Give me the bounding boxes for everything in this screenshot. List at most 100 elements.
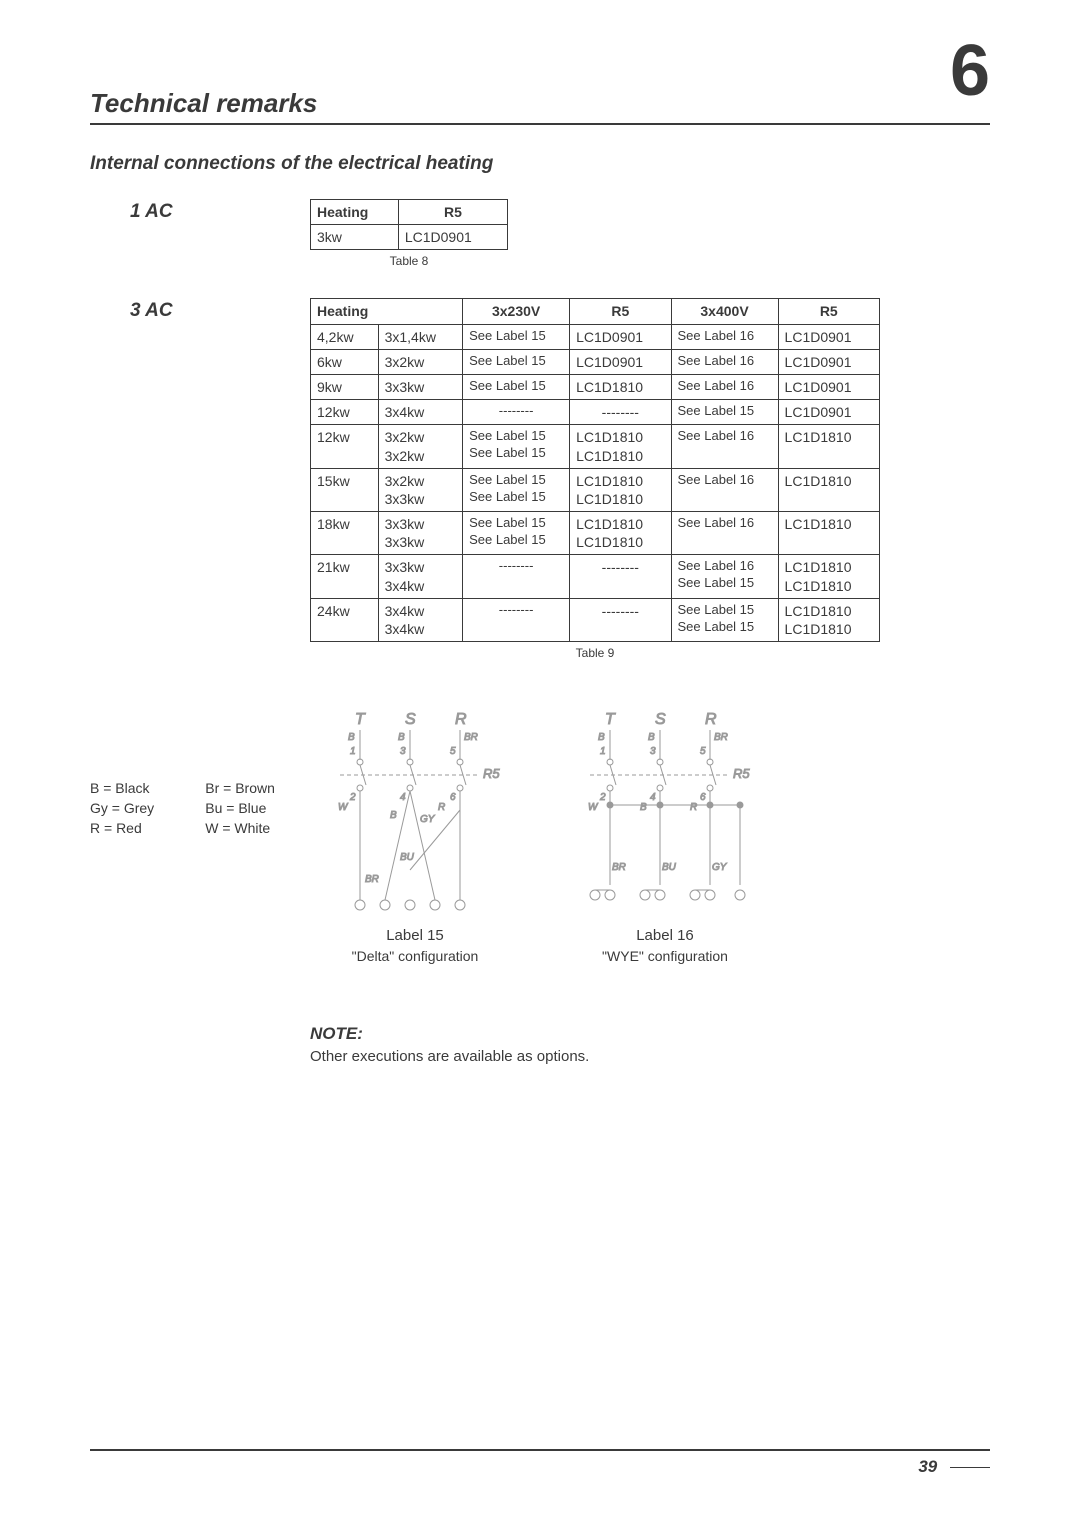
td: 3x3kw 3x3kw	[378, 512, 463, 555]
svg-text:S: S	[655, 711, 666, 728]
footer-rule	[950, 1467, 990, 1468]
page-footer: 39	[90, 1449, 990, 1477]
table-row: 12kw3x2kw 3x2kwSee Label 15 See Label 15…	[311, 425, 880, 468]
svg-text:S: S	[405, 711, 416, 728]
svg-text:B: B	[648, 732, 655, 743]
svg-text:T: T	[605, 711, 616, 728]
td: See Label 15 See Label 15	[463, 425, 570, 468]
td: LC1D0901	[778, 400, 879, 425]
td: See Label 15	[671, 400, 778, 425]
svg-text:W: W	[338, 802, 349, 813]
td: LC1D1810	[778, 425, 879, 468]
td: LC1D0901	[778, 324, 879, 349]
td: LC1D1810 LC1D1810	[570, 468, 671, 511]
legend-item: Br = Brown	[205, 780, 310, 796]
svg-text:B: B	[398, 732, 405, 743]
td: --------	[463, 598, 570, 641]
td: 3x3kw 3x4kw	[378, 555, 463, 598]
svg-text:B: B	[598, 732, 605, 743]
svg-text:R: R	[705, 711, 717, 728]
legend-item: Bu = Blue	[205, 800, 310, 816]
ac3-table: Heating 3x230V R5 3x400V R5 4,2kw3x1,4kw…	[310, 298, 880, 642]
th: 3x230V	[463, 299, 570, 324]
svg-text:R5: R5	[483, 766, 500, 781]
table-row: Heating 3x230V R5 3x400V R5	[311, 299, 880, 324]
td: 15kw	[311, 468, 379, 511]
svg-text:2: 2	[599, 792, 606, 803]
td: 3x4kw	[378, 400, 463, 425]
td: 4,2kw	[311, 324, 379, 349]
svg-text:R: R	[455, 711, 467, 728]
ac1-row: 1 AC Heating R5 3kw LC1D0901 Table 8	[90, 199, 990, 268]
td: 18kw	[311, 512, 379, 555]
svg-text:1: 1	[350, 746, 356, 757]
td: LC1D1810	[570, 374, 671, 399]
wye-svg: T S R B B BR 1 3 5 R5 2 4	[570, 710, 760, 920]
svg-text:BU: BU	[662, 862, 677, 873]
td: 12kw	[311, 425, 379, 468]
td: See Label 16	[671, 374, 778, 399]
td: LC1D0901	[778, 374, 879, 399]
th: 3x400V	[671, 299, 778, 324]
ac3-caption: Table 9	[310, 646, 880, 660]
td: 24kw	[311, 598, 379, 641]
svg-text:R: R	[690, 802, 697, 813]
table-row: Heating R5	[311, 200, 508, 225]
table-row: 4,2kw3x1,4kwSee Label 15LC1D0901See Labe…	[311, 324, 880, 349]
chapter-number: 6	[950, 30, 990, 112]
diagram-caption: Label 15	[310, 927, 520, 944]
note-text: Other executions are available as option…	[310, 1048, 990, 1065]
th-heating: Heating	[311, 299, 463, 324]
svg-text:6: 6	[700, 792, 706, 803]
diagram-wye: T S R B B BR 1 3 5 R5 2 4	[560, 710, 770, 964]
subsection-title: Internal connections of the electrical h…	[90, 153, 990, 175]
svg-text:4: 4	[400, 792, 406, 803]
td: --------	[463, 555, 570, 598]
page-number: 39	[918, 1457, 937, 1476]
table-row: 18kw3x3kw 3x3kwSee Label 15 See Label 15…	[311, 512, 880, 555]
svg-text:6: 6	[450, 792, 456, 803]
svg-text:B: B	[348, 732, 355, 743]
diagram-caption: Label 16	[560, 927, 770, 944]
td: See Label 15 See Label 15	[671, 598, 778, 641]
table-row: 6kw3x2kwSee Label 15LC1D0901See Label 16…	[311, 349, 880, 374]
svg-text:B: B	[390, 810, 397, 821]
svg-text:GY: GY	[712, 862, 728, 873]
svg-text:T: T	[355, 711, 366, 728]
svg-text:3: 3	[650, 746, 656, 757]
table-row: 15kw3x2kw 3x3kwSee Label 15 See Label 15…	[311, 468, 880, 511]
td: See Label 16	[671, 512, 778, 555]
td: 12kw	[311, 400, 379, 425]
th-heating: Heating	[311, 200, 399, 225]
legend-item: B = Black	[90, 780, 189, 796]
ac1-table: Heating R5 3kw LC1D0901	[310, 199, 508, 250]
td: LC1D0901	[778, 349, 879, 374]
section-title: Technical remarks	[90, 88, 990, 125]
th: R5	[570, 299, 671, 324]
svg-text:5: 5	[700, 746, 706, 757]
td: --------	[570, 598, 671, 641]
delta-svg: T S R B B BR 1 3 5 R5 2	[320, 710, 510, 920]
table-row: 3kw LC1D0901	[311, 225, 508, 250]
legend-item: Gy = Grey	[90, 800, 189, 816]
td: 6kw	[311, 349, 379, 374]
td: --------	[570, 400, 671, 425]
table-row: 9kw3x3kwSee Label 15LC1D1810See Label 16…	[311, 374, 880, 399]
ac3-row: 3 AC Heating 3x230V R5 3x400V R5 4,2kw3x…	[90, 298, 990, 660]
td: LC1D0901	[398, 225, 507, 250]
td: See Label 15	[463, 324, 570, 349]
table-row: 21kw3x3kw 3x4kw----------------See Label…	[311, 555, 880, 598]
td: 3x2kw 3x2kw	[378, 425, 463, 468]
ac1-label: 1 AC	[90, 199, 310, 268]
td: 3kw	[311, 225, 399, 250]
th: R5	[778, 299, 879, 324]
ac3-label: 3 AC	[90, 298, 310, 660]
td: LC1D1810 LC1D1810	[570, 512, 671, 555]
td: LC1D1810 LC1D1810	[778, 555, 879, 598]
td: See Label 15	[463, 374, 570, 399]
svg-text:BR: BR	[714, 732, 728, 743]
td: LC1D1810 LC1D1810	[778, 598, 879, 641]
td: LC1D1810	[778, 468, 879, 511]
td: 3x2kw	[378, 349, 463, 374]
td: --------	[570, 555, 671, 598]
